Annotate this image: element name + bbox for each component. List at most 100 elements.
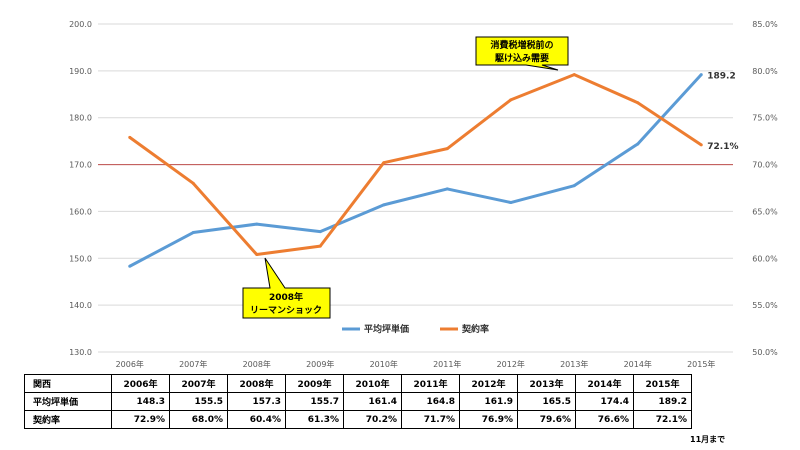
y-left-tick-label: 200.0	[69, 20, 92, 29]
table-cell: 155.5	[169, 392, 228, 411]
footnote: 11月まで	[690, 435, 726, 444]
table-cell: 174.4	[575, 392, 634, 411]
y-right-tick-label: 85.0%	[752, 20, 778, 29]
callout-bubble	[242, 257, 331, 319]
data-point	[699, 143, 703, 147]
callout-line-2: 駆け込み需要	[494, 52, 549, 64]
x-tick-label: 2010年	[370, 359, 398, 369]
y-axis-left: 130.0 140.0 150.0 160.0 170.0 180.0 190.0 200.0	[69, 20, 92, 357]
table-cell: 2014年	[575, 374, 634, 393]
data-point	[382, 161, 386, 165]
x-tick-label: 2013年	[560, 359, 588, 369]
y-left-tick-label: 150.0	[69, 254, 92, 263]
table-cell: 164.8	[401, 392, 460, 411]
row-header: 平均坪単価	[24, 392, 112, 411]
table-cell: 60.4%	[227, 410, 286, 429]
table-row: 平均坪単価 148.3 155.5 157.3 155.7 161.4 164.8 161.9…	[24, 392, 692, 411]
callout-line-1: 2008年	[269, 291, 303, 303]
table-cell: 155.7	[285, 392, 344, 411]
table-cell: 72.9%	[111, 410, 170, 429]
legend-label-rate: 契約率	[461, 323, 489, 335]
table-cell: 71.7%	[401, 410, 460, 429]
data-point	[191, 231, 195, 235]
y-axis-right: 50.0% 55.0% 60.0% 65.0% 70.0% 75.0% 80.0% 85.0%	[752, 20, 778, 357]
y-right-tick-label: 75.0%	[752, 114, 778, 123]
row-header: 関西	[24, 374, 112, 393]
y-left-tick-label: 170.0	[69, 161, 92, 170]
table-cell: 70.2%	[343, 410, 402, 429]
callout-bubble	[475, 36, 569, 71]
table-cell: 76.9%	[459, 410, 518, 429]
data-point	[382, 203, 386, 207]
table-cell: 61.3%	[285, 410, 344, 429]
table-cell: 148.3	[111, 392, 170, 411]
x-tick-label: 2007年	[179, 359, 207, 369]
table-cell: 68.0%	[169, 410, 228, 429]
y-left-tick-label: 180.0	[69, 114, 92, 123]
row-header: 契約率	[24, 410, 112, 429]
y-right-tick-label: 55.0%	[752, 301, 778, 310]
y-left-tick-label: 130.0	[69, 348, 92, 357]
x-axis: 2006年 2007年 2008年 2009年 2010年 2011年 2012年 2013年…	[116, 359, 716, 369]
y-left-tick-label: 160.0	[69, 207, 92, 216]
table-cell: 2007年	[169, 374, 228, 393]
data-table: 関西 2006年 2007年 2008年 2009年 2010年 2011年 2012年 201…	[24, 374, 692, 429]
data-point	[509, 98, 513, 102]
table-row: 契約率 72.9% 68.0% 60.4% 61.3% 70.2% 71.7% 76.9% 79…	[24, 410, 692, 429]
series: 189.2 72.1%	[128, 72, 738, 268]
table-cell: 2006年	[111, 374, 170, 393]
table-cell: 2009年	[285, 374, 344, 393]
data-point	[445, 187, 449, 191]
data-point	[318, 244, 322, 248]
series-line-price	[129, 73, 703, 268]
callout-tax-hike: 消費税増税前の 駆け込み需要	[475, 36, 569, 71]
table-cell: 161.4	[343, 392, 402, 411]
data-point	[191, 181, 195, 185]
x-tick-label: 2006年	[116, 359, 144, 369]
callout-lehman: 2008年 リーマンショック	[242, 257, 331, 319]
x-tick-label: 2014年	[624, 359, 652, 369]
data-point	[509, 201, 513, 205]
table-cell: 2012年	[459, 374, 518, 393]
chart: 130.0 140.0 150.0 160.0 170.0 180.0 190.0 200.0…	[69, 20, 778, 369]
data-point	[445, 147, 449, 151]
y-right-tick-label: 65.0%	[752, 207, 778, 216]
table-cell: 189.2	[633, 392, 692, 411]
data-point	[128, 135, 132, 139]
data-point	[636, 101, 640, 105]
table-cell: 161.9	[459, 392, 518, 411]
x-tick-label: 2015年	[687, 359, 715, 369]
table-cell: 2008年	[227, 374, 286, 393]
table-cell: 72.1%	[633, 410, 692, 429]
x-tick-label: 2011年	[433, 359, 461, 369]
legend: 平均坪単価 契約率	[342, 323, 489, 335]
table-cell: 2010年	[343, 374, 402, 393]
data-point	[636, 142, 640, 146]
x-tick-label: 2009年	[306, 359, 334, 369]
y-left-tick-label: 140.0	[69, 301, 92, 310]
table-cell: 79.6%	[517, 410, 576, 429]
y-right-tick-label: 60.0%	[752, 254, 778, 263]
callout-line-1: 消費税増税前の	[490, 39, 553, 51]
y-right-tick-label: 50.0%	[752, 348, 778, 357]
end-value-label: 72.1%	[707, 142, 738, 152]
table-header-row: 関西 2006年 2007年 2008年 2009年 2010年 2011年 2012年 201…	[24, 374, 692, 393]
data-point	[699, 73, 703, 77]
data-point	[255, 253, 259, 257]
table-cell: 2013年	[517, 374, 576, 393]
table-cell: 157.3	[227, 392, 286, 411]
table-cell: 2015年	[633, 374, 692, 393]
table-cell: 76.6%	[575, 410, 634, 429]
x-tick-label: 2012年	[497, 359, 525, 369]
table-cell: 165.5	[517, 392, 576, 411]
data-point	[318, 230, 322, 234]
legend-label-price: 平均坪単価	[364, 323, 409, 335]
data-point	[572, 184, 576, 188]
y-left-tick-label: 190.0	[69, 67, 92, 76]
x-tick-label: 2008年	[243, 359, 271, 369]
data-point	[255, 222, 259, 226]
data-point	[128, 264, 132, 268]
series-line-rate	[128, 73, 703, 257]
table-cell: 2011年	[401, 374, 460, 393]
y-right-tick-label: 80.0%	[752, 67, 778, 76]
